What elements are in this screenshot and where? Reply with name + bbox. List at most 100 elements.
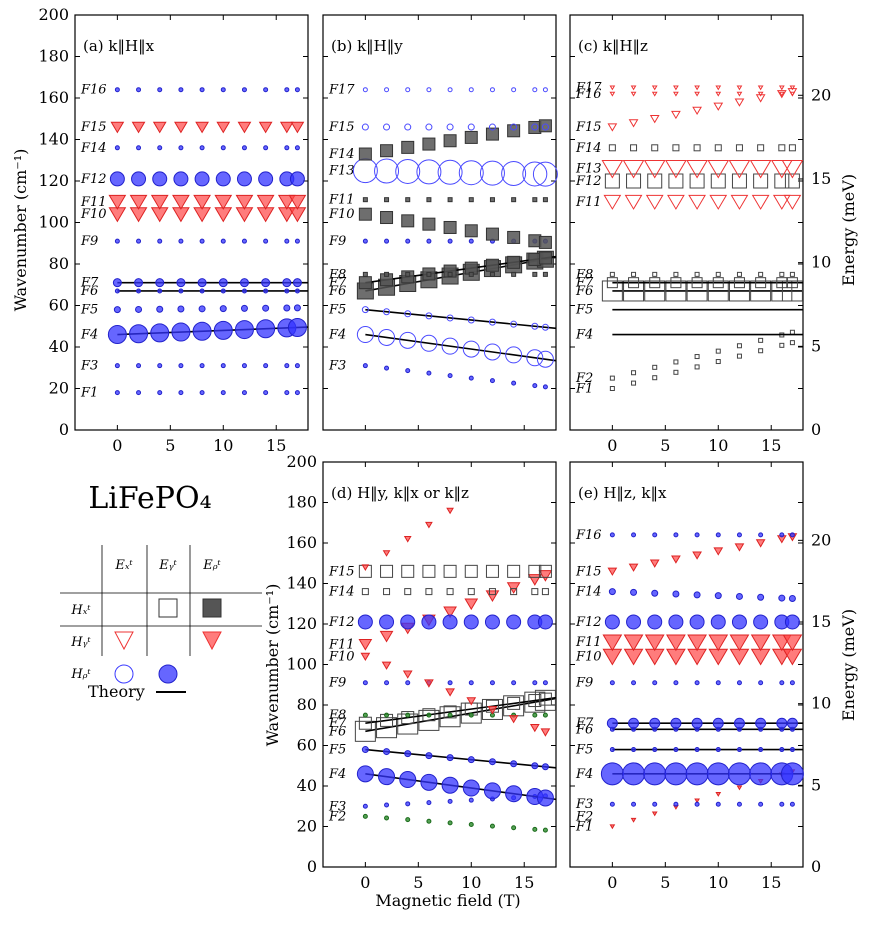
mode-point-F4 — [462, 340, 480, 358]
mode-point-F11 — [362, 197, 368, 203]
mode-point-F17 — [609, 85, 616, 91]
mode-point-F9 — [447, 238, 453, 244]
mode-label-F10: F10 — [328, 207, 355, 222]
mode-point-F5 — [177, 305, 185, 313]
mode-point-F16 — [157, 87, 163, 93]
mode-point-F13 — [437, 159, 463, 185]
mode-point-F14 — [294, 145, 300, 151]
mode-point-F4 — [378, 328, 396, 346]
mode-point-F1 — [736, 785, 743, 791]
mode-point-F11 — [379, 630, 394, 643]
mode-point-F7 — [606, 277, 618, 289]
mode-point-F11 — [603, 194, 622, 210]
ylabel-right-bottom: Energy (meV) — [839, 609, 858, 721]
mode-label-F1: F1 — [80, 386, 98, 401]
mode-point-F12 — [152, 171, 168, 187]
mode-point-F5 — [404, 750, 412, 758]
mode-point-F3 — [178, 363, 184, 369]
mode-point-F15 — [488, 123, 496, 131]
mode-point-F7 — [776, 717, 788, 729]
mode-point-F3 — [673, 801, 679, 807]
ytick-label: 180 — [286, 493, 317, 512]
mode-point-F12 — [109, 171, 125, 187]
mode-point-F10 — [540, 728, 551, 737]
mode-point-F17 — [778, 85, 785, 91]
mode-point-F11 — [538, 570, 553, 582]
mode-label-F4: F4 — [575, 328, 593, 343]
mode-point-F16 — [241, 87, 247, 93]
mode-point-F11 — [645, 194, 664, 210]
mode-label-F14: F14 — [328, 147, 355, 162]
xtick-label: 10 — [708, 873, 728, 892]
mode-point-F15 — [290, 121, 305, 134]
mode-point-F3 — [609, 801, 615, 807]
mode-label-F11: F11 — [575, 195, 602, 210]
mode-point-F2 — [447, 820, 453, 826]
mode-point-F16 — [651, 91, 658, 97]
mode-label-F7: F7 — [575, 716, 594, 731]
mode-point-F9 — [178, 238, 184, 244]
mode-point-F8 — [609, 271, 615, 277]
mode-point-F10 — [422, 217, 436, 231]
mode-point-F12 — [289, 171, 305, 187]
mode-point-F15 — [510, 123, 518, 131]
mode-point-F17 — [630, 85, 637, 91]
mode-point-F15 — [446, 123, 454, 131]
mode-point-F8 — [631, 271, 637, 277]
mode-point-F7 — [261, 278, 271, 288]
mode-point-F1 — [241, 390, 247, 396]
xtick-label: 0 — [607, 436, 617, 455]
mode-point-F2 — [405, 817, 411, 823]
mode-point-F5 — [383, 748, 391, 756]
mode-point-F11 — [623, 634, 644, 652]
mode-point-F16 — [715, 532, 721, 538]
mode-point-F15 — [485, 564, 499, 578]
mode-point-F17 — [789, 85, 796, 91]
mode-point-F7 — [733, 717, 745, 729]
mode-point-F10 — [360, 652, 371, 661]
mode-point-F4 — [643, 762, 667, 786]
mode-point-F15 — [671, 555, 681, 564]
mode-label-F7: F7 — [575, 276, 594, 291]
mode-point-F3 — [362, 363, 368, 369]
mode-point-F8 — [532, 271, 538, 277]
ytick-label: 80 — [49, 254, 69, 273]
mode-label-F14: F14 — [328, 585, 355, 600]
mode-point-F5 — [467, 756, 475, 764]
legend: Eₓᵗ Eᵧᵗ Eᵨᵗ Hₓᵗ Hᵧᵗ Hᵨᵗ Theory — [60, 545, 262, 701]
xtick-label: 5 — [660, 436, 670, 455]
mode-point-F13 — [643, 160, 666, 179]
mode-point-F1 — [114, 390, 120, 396]
mode-point-F7 — [670, 717, 682, 729]
mode-label-F7: F7 — [328, 276, 347, 291]
mode-point-F14 — [488, 588, 496, 596]
ytick-energy-label: 20 — [811, 530, 831, 549]
mode-point-F5 — [240, 304, 248, 312]
mode-point-F7 — [691, 717, 703, 729]
mode-point-F12 — [604, 614, 620, 630]
ytick-energy-label: 10 — [811, 253, 831, 272]
mode-point-F7 — [712, 717, 724, 729]
mode-label-F16: F16 — [575, 528, 602, 543]
mode-point-F11 — [193, 194, 211, 210]
mode-point-F14 — [467, 588, 475, 596]
mode-point-F7 — [755, 717, 767, 729]
mode-point-F12 — [258, 171, 274, 187]
mode-point-F10 — [487, 706, 498, 715]
mode-label-F3: F3 — [328, 799, 346, 814]
mode-point-F11 — [129, 194, 148, 210]
mode-label-F16: F16 — [575, 87, 602, 102]
mode-point-F8 — [511, 271, 517, 277]
mode-point-F5 — [425, 752, 433, 760]
mode-point-F6 — [114, 288, 120, 294]
mode-point-F6 — [644, 280, 666, 302]
mode-point-F2 — [468, 821, 474, 827]
mode-point-F4 — [150, 323, 170, 343]
mode-label-F5: F5 — [80, 303, 98, 318]
mode-point-F8 — [405, 271, 411, 277]
mode-point-F8 — [362, 712, 368, 718]
ytick-energy-label: 15 — [811, 612, 831, 631]
